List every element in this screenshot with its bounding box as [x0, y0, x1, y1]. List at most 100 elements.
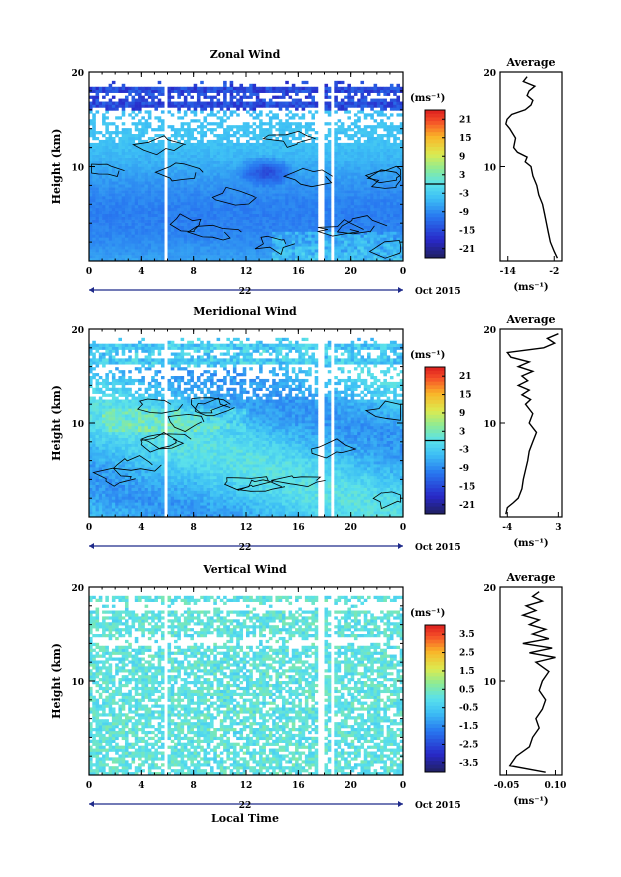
heatmap-cell [246, 243, 250, 246]
heatmap-cell [302, 175, 306, 178]
heatmap-cell [207, 237, 211, 240]
heatmap-cell [367, 167, 371, 170]
heatmap-cell [292, 240, 296, 243]
heatmap-cell [161, 249, 165, 252]
heatmap-cell [135, 149, 139, 152]
heatmap-cell [328, 107, 332, 110]
heatmap-cell [181, 102, 185, 105]
heatmap-cell [279, 96, 283, 99]
heatmap-cell [266, 181, 270, 184]
heatmap-cell [311, 217, 315, 220]
heatmap-cell [99, 234, 103, 237]
heatmap-cell [148, 252, 152, 255]
heatmap-cell [315, 226, 319, 229]
heatmap-cell [194, 181, 198, 184]
heatmap-cell [151, 220, 155, 223]
heatmap-cell [285, 226, 289, 229]
heatmap-cell [305, 217, 309, 220]
heatmap-cell [223, 99, 227, 102]
heatmap-cell [367, 199, 371, 202]
heatmap-cell [298, 240, 302, 243]
heatmap-cell [92, 128, 96, 131]
heatmap-cell [217, 146, 221, 149]
heatmap-cell [298, 234, 302, 237]
heatmap-cell [367, 87, 371, 90]
heatmap-cell [161, 187, 165, 190]
heatmap-cell [233, 211, 237, 214]
heatmap-cell [325, 149, 329, 152]
heatmap-cell [338, 161, 342, 164]
heatmap-cell [230, 246, 234, 249]
heatmap-cell [184, 196, 188, 199]
heatmap-cell [390, 220, 394, 223]
heatmap-cell [249, 229, 253, 232]
heatmap-cell [223, 134, 227, 137]
heatmap-cell [230, 99, 234, 102]
heatmap-cell [354, 169, 358, 172]
heatmap-cell [383, 202, 387, 205]
heatmap-cell [357, 220, 361, 223]
heatmap-cell [305, 87, 309, 90]
heatmap-cell [338, 252, 342, 255]
heatmap-cell [325, 240, 329, 243]
heatmap-cell [210, 249, 214, 252]
heatmap-cell [135, 137, 139, 140]
heatmap-cell [311, 234, 315, 237]
heatmap-cell [161, 199, 165, 202]
heatmap-cell [298, 175, 302, 178]
heatmap-cell [279, 169, 283, 172]
heatmap-cell [128, 149, 132, 152]
heatmap-cell [334, 140, 338, 143]
heatmap-cell [200, 110, 204, 113]
heatmap-cell [308, 229, 312, 232]
heatmap-cell [122, 155, 126, 158]
heatmap-cell [203, 131, 207, 134]
heatmap-cell [367, 155, 371, 158]
heatmap-cell [282, 202, 286, 205]
heatmap-cell [138, 187, 142, 190]
heatmap-cell [122, 249, 126, 252]
heatmap-cell [158, 187, 162, 190]
heatmap-cell [302, 199, 306, 202]
heatmap-cell [298, 155, 302, 158]
heatmap-cell [295, 217, 299, 220]
heatmap-cell [292, 128, 296, 131]
heatmap-cell [328, 190, 332, 193]
heatmap-cell [338, 172, 342, 175]
heatmap-cell [383, 237, 387, 240]
heatmap-cell [203, 158, 207, 161]
heatmap-cell [194, 137, 198, 140]
heatmap-cell [184, 134, 188, 137]
heatmap-cell [226, 211, 230, 214]
heatmap-cell [275, 175, 279, 178]
heatmap-cell [236, 199, 240, 202]
heatmap-cell [325, 164, 329, 167]
heatmap-cell [266, 143, 270, 146]
heatmap-cell [269, 217, 273, 220]
heatmap-cell [184, 175, 188, 178]
heatmap-cell [256, 137, 260, 140]
heatmap-cell [210, 178, 214, 181]
heatmap-cell [308, 231, 312, 234]
heatmap-cell [223, 128, 227, 131]
heatmap-cell [357, 187, 361, 190]
heatmap-cell [187, 199, 191, 202]
heatmap-cell [92, 234, 96, 237]
heatmap-cell [383, 155, 387, 158]
heatmap-cell [226, 131, 230, 134]
heatmap-cell [239, 193, 243, 196]
heatmap-cell [135, 102, 139, 105]
heatmap-cell [239, 226, 243, 229]
heatmap-cell [315, 149, 319, 152]
heatmap-cell [105, 249, 109, 252]
heatmap-cell [109, 243, 113, 246]
heatmap-cell [132, 152, 136, 155]
heatmap-cell [357, 249, 361, 252]
heatmap-cell [253, 155, 257, 158]
heatmap-cell [217, 122, 221, 125]
heatmap-cell [338, 152, 342, 155]
heatmap-cell [138, 167, 142, 170]
heatmap-cell [279, 184, 283, 187]
heatmap-cell [305, 237, 309, 240]
heatmap-cell [122, 87, 126, 90]
